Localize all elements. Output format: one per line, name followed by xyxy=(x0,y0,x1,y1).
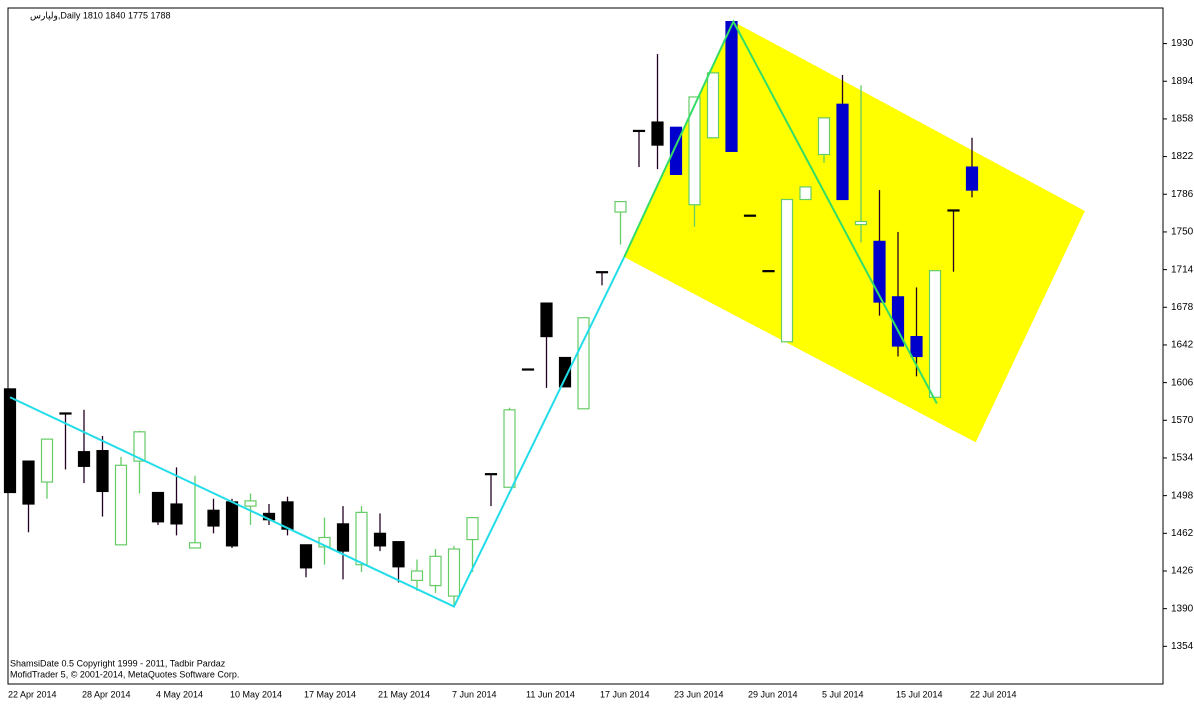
y-tick-label: 1786 xyxy=(1171,189,1194,200)
drawings-back xyxy=(624,21,1085,443)
x-tick-label: 22 Apr 2014 xyxy=(8,689,57,699)
candle-body xyxy=(577,317,590,410)
candle-body xyxy=(170,503,183,525)
chart-title: ولپارس,Daily 1810 1840 1775 1788 xyxy=(30,10,170,20)
candle-body xyxy=(688,96,701,206)
candle-body xyxy=(96,450,109,493)
candle-body xyxy=(651,121,664,146)
candle-body xyxy=(59,412,72,415)
candle-body xyxy=(336,523,350,552)
candle-body xyxy=(521,368,535,371)
candle-body xyxy=(780,198,794,343)
candle-body xyxy=(207,509,220,527)
y-tick-label: 1354 xyxy=(1171,641,1194,652)
y-tick-label: 1390 xyxy=(1171,603,1194,614)
candle-body xyxy=(965,166,979,191)
y-tick-label: 1534 xyxy=(1171,453,1194,464)
candle-body xyxy=(614,200,627,213)
footer-text: MofidTrader 5, © 2001-2014, MetaQuotes S… xyxy=(10,669,239,679)
y-tick-label: 1858 xyxy=(1171,114,1194,125)
candle-body xyxy=(632,129,646,133)
candle-body xyxy=(3,388,17,494)
candle-body xyxy=(466,517,479,541)
candle-body xyxy=(77,451,91,467)
candle-body xyxy=(373,532,387,547)
candle-body xyxy=(133,431,146,462)
candle-body xyxy=(299,544,313,569)
x-tick-label: 28 Apr 2014 xyxy=(82,689,131,699)
candles xyxy=(3,21,979,607)
y-tick-label: 1678 xyxy=(1171,302,1194,313)
candle-body xyxy=(22,460,35,505)
candle-body xyxy=(725,21,738,152)
candle-body xyxy=(429,555,442,587)
y-tick-label: 1750 xyxy=(1171,227,1194,238)
channel xyxy=(624,21,1085,443)
x-tick-label: 5 Jul 2014 xyxy=(822,689,864,699)
y-tick-label: 1426 xyxy=(1171,566,1194,577)
candle-body xyxy=(836,103,849,201)
candle-body xyxy=(743,214,757,217)
candle-body xyxy=(447,548,461,597)
candle-body xyxy=(355,511,368,566)
y-tick-label: 1498 xyxy=(1171,490,1194,501)
x-tick-label: 23 Jun 2014 xyxy=(674,689,724,699)
drawings-front xyxy=(9,19,938,608)
candle-body xyxy=(244,500,257,507)
x-tick-label: 29 Jun 2014 xyxy=(748,689,798,699)
candle-body xyxy=(114,464,128,546)
y-tick-label: 1930 xyxy=(1171,38,1194,49)
candle-body xyxy=(40,438,54,483)
trend-line xyxy=(623,19,938,405)
candle-body xyxy=(540,302,553,338)
x-tick-label: 21 May 2014 xyxy=(378,689,430,699)
y-tick-label: 1462 xyxy=(1171,528,1194,539)
candle-body xyxy=(151,491,165,523)
y-tick-label: 1894 xyxy=(1171,76,1194,87)
x-tick-label: 10 May 2014 xyxy=(230,689,282,699)
candle-body xyxy=(225,501,239,547)
candle-body xyxy=(595,271,609,274)
candle-body xyxy=(188,542,202,549)
footer-text: ShamsiDate 0.5 Copyright 1999 - 2011, Ta… xyxy=(10,658,226,668)
candle-body xyxy=(503,409,516,488)
y-tick-label: 1822 xyxy=(1171,151,1194,162)
candle-body xyxy=(669,126,683,175)
candle-body xyxy=(873,240,886,303)
y-tick-label: 1606 xyxy=(1171,377,1194,388)
x-tick-label: 4 May 2014 xyxy=(156,689,203,699)
candle-body xyxy=(281,501,294,530)
candle-body xyxy=(762,270,775,273)
x-tick-label: 17 Jun 2014 xyxy=(600,689,650,699)
candle-body xyxy=(706,72,720,139)
x-tick-label: 7 Jun 2014 xyxy=(452,689,497,699)
axes: 1354 1390 1426 1462 1498 1534 1570 1606 1642 1678… xyxy=(8,38,1194,699)
candle-body xyxy=(558,356,572,388)
candle-body xyxy=(947,209,960,212)
x-tick-label: 17 May 2014 xyxy=(304,689,356,699)
candle-body xyxy=(910,335,923,358)
y-tick-label: 1714 xyxy=(1171,264,1194,275)
candle-body xyxy=(928,270,942,398)
x-tick-label: 11 Jun 2014 xyxy=(526,689,575,699)
y-tick-label: 1570 xyxy=(1171,415,1194,426)
x-tick-label: 22 Jul 2014 xyxy=(970,689,1017,699)
y-tick-label: 1642 xyxy=(1171,340,1194,351)
candle-body xyxy=(817,117,831,156)
trend-line xyxy=(9,256,626,608)
candle-body xyxy=(854,220,868,226)
candle-body xyxy=(392,541,405,568)
candle-body xyxy=(484,473,498,476)
x-tick-label: 15 Jul 2014 xyxy=(896,689,943,699)
candle-body xyxy=(410,570,424,582)
candle-body xyxy=(799,186,812,201)
